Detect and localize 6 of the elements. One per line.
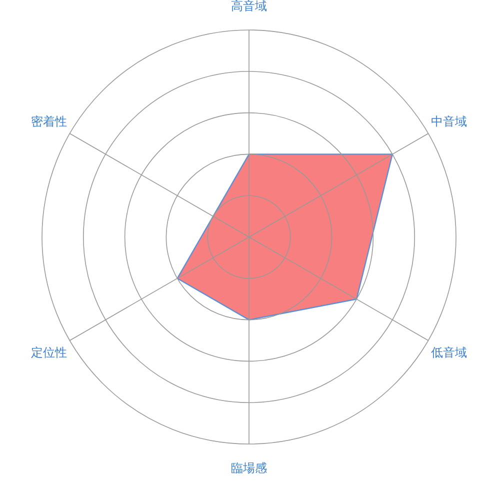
spoke-label: 低音域	[431, 346, 468, 360]
spoke-label: 高音域	[231, 0, 267, 14]
spoke-label: 中音域	[431, 114, 468, 129]
spoke-label: 臨場感	[231, 461, 267, 476]
spoke-label: 密着性	[30, 114, 67, 129]
spoke-label: 定位性	[30, 346, 67, 360]
